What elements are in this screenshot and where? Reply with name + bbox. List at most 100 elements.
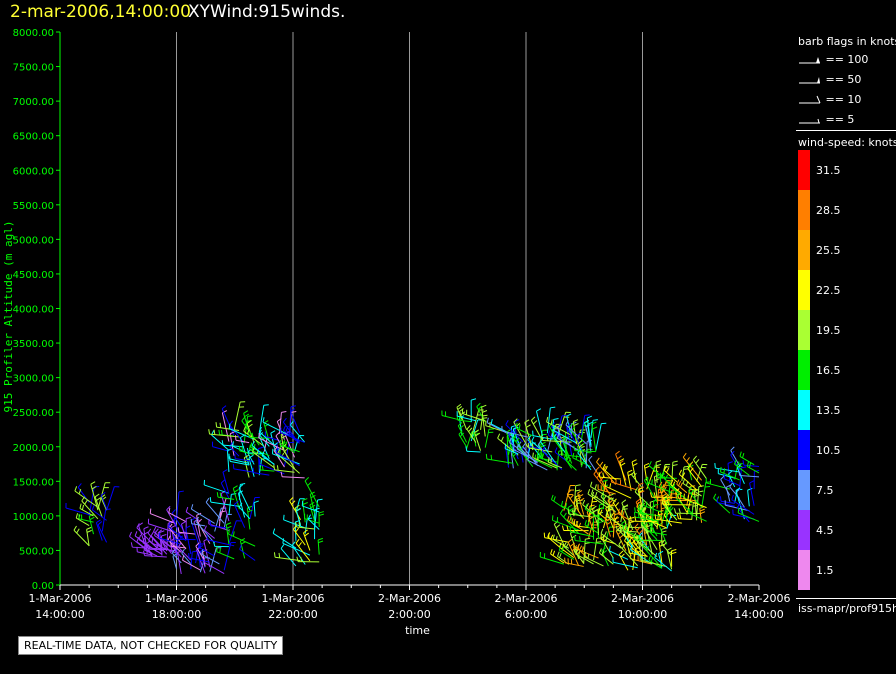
wind-barb-flag bbox=[668, 480, 671, 486]
wind-barb-shaft bbox=[168, 526, 187, 542]
colorbar-label: 1.5 bbox=[816, 564, 834, 577]
wind-barb-flag bbox=[683, 493, 685, 499]
wind-barb-flag bbox=[550, 419, 553, 425]
wind-barb-flag bbox=[208, 429, 211, 435]
wind-barb-shaft bbox=[510, 451, 514, 469]
wind-barb-shaft bbox=[220, 482, 230, 499]
wind-barb-flag bbox=[276, 418, 282, 422]
wind-barb-flag bbox=[561, 449, 563, 455]
wind-barb-flag bbox=[685, 480, 689, 486]
colorbar-label: 19.5 bbox=[816, 324, 841, 337]
wind-barb-flag bbox=[575, 432, 581, 437]
wind-barb-flag bbox=[605, 511, 608, 517]
wind-barb-flag bbox=[185, 525, 191, 529]
wind-barb-flag bbox=[661, 470, 665, 476]
y-tick-label: 8000.00 bbox=[13, 28, 54, 39]
wind-barb-flag bbox=[617, 530, 623, 535]
wind-barb-shaft bbox=[106, 486, 115, 511]
wind-barb-flag bbox=[650, 556, 654, 562]
wind-barb-flag bbox=[232, 531, 235, 537]
y-tick-label: 6500.00 bbox=[13, 132, 54, 143]
wind-barb-flag bbox=[251, 432, 254, 438]
wind-barb-flag bbox=[687, 464, 692, 469]
wind-barb-shaft bbox=[235, 439, 250, 444]
wind-barb-flag bbox=[676, 513, 679, 519]
wind-barb-shaft bbox=[229, 460, 250, 466]
wind-barb-flag bbox=[481, 404, 487, 408]
wind-barb-flag bbox=[584, 542, 590, 545]
wind-barb-flag bbox=[500, 436, 504, 442]
wind-barb-flag bbox=[654, 478, 660, 482]
wind-barb-flag bbox=[661, 530, 667, 533]
wind-barb-shaft bbox=[718, 473, 735, 479]
wind-barb-flag bbox=[608, 545, 611, 552]
wind-barb-flag bbox=[600, 528, 604, 534]
wind-barb-flag bbox=[482, 410, 488, 413]
wind-barb-flag bbox=[599, 509, 603, 515]
wind-barb-shaft bbox=[265, 436, 280, 441]
wind-barb-shaft bbox=[233, 401, 241, 431]
wind-barb-flag bbox=[221, 405, 227, 410]
wind-barb-flag bbox=[532, 420, 538, 425]
wind-barb-flag bbox=[220, 510, 226, 513]
wind-barb-shaft bbox=[540, 441, 558, 466]
wind-barb-shaft bbox=[259, 463, 285, 475]
wind-barb-shaft bbox=[229, 433, 235, 456]
wind-barb-flag bbox=[658, 513, 664, 516]
wind-barb-flag bbox=[663, 541, 667, 547]
wind-barb-flag bbox=[303, 529, 308, 534]
wind-barb-shaft bbox=[522, 446, 539, 467]
wind-barb-flag bbox=[672, 464, 678, 467]
wind-barb-shaft bbox=[188, 557, 210, 563]
wind-barb-flag bbox=[649, 515, 652, 522]
wind-barb-flag bbox=[247, 505, 253, 509]
wind-barb-shaft bbox=[577, 443, 587, 463]
wind-barb-flag bbox=[94, 493, 100, 498]
colorbar-swatch bbox=[798, 510, 810, 550]
wind-barb-shaft bbox=[535, 410, 543, 437]
wind-barb-flag bbox=[700, 511, 706, 515]
wind-barb-flag bbox=[698, 490, 704, 493]
wind-barb-flag bbox=[555, 524, 561, 529]
wind-barb-flag bbox=[615, 525, 618, 531]
wind-barb-flag bbox=[466, 425, 471, 430]
wind-barb-flag bbox=[550, 549, 553, 555]
x-tick-time: 10:00:00 bbox=[618, 608, 667, 621]
wind-barb-flag bbox=[615, 450, 620, 455]
wind-barb-flag bbox=[617, 525, 622, 530]
wind-barb-shaft bbox=[221, 408, 235, 436]
wind-barb-flag bbox=[623, 504, 629, 509]
wind-barb-flag bbox=[81, 504, 85, 510]
wind-barb-flag bbox=[653, 492, 656, 498]
wind-barb-flag bbox=[302, 502, 308, 505]
wind-barb-flag bbox=[275, 447, 279, 453]
wind-barb-flag bbox=[309, 501, 315, 506]
legend-panel: barb flags in knots == 100 == 50 == 10 =… bbox=[796, 30, 896, 622]
wind-barb-flag bbox=[243, 410, 249, 414]
wind-barb-flag bbox=[639, 503, 644, 509]
wind-barb-flag bbox=[566, 525, 569, 531]
y-tick-label: 4500.00 bbox=[13, 270, 54, 281]
wind-barb-flag bbox=[171, 524, 177, 528]
wind-barb-flag bbox=[153, 526, 157, 532]
wind-barb-flag bbox=[719, 496, 722, 502]
wind-barb-shaft bbox=[97, 524, 108, 543]
wind-barb-shaft bbox=[203, 540, 211, 568]
wind-barb-flag bbox=[572, 452, 575, 458]
wind-barb-flag bbox=[205, 497, 210, 503]
wind-barb-flag bbox=[614, 516, 618, 521]
wind-barb-flag bbox=[584, 520, 587, 526]
wind-barb-flag bbox=[661, 527, 667, 530]
wind-barb-flag bbox=[654, 514, 657, 520]
wind-barb-flag bbox=[634, 523, 639, 528]
wind-barb-flag bbox=[300, 556, 303, 562]
wind-barb-flag bbox=[234, 500, 239, 505]
wind-barb-flag bbox=[468, 427, 473, 432]
wind-barb-flag bbox=[566, 456, 570, 462]
wind-barb-flag bbox=[748, 462, 752, 468]
wind-barb-shaft bbox=[600, 533, 622, 549]
wind-barb-flag bbox=[573, 419, 579, 423]
wind-barb-flag bbox=[318, 540, 324, 544]
wind-barb-shaft bbox=[749, 482, 755, 506]
wind-barb-shaft bbox=[185, 528, 192, 555]
